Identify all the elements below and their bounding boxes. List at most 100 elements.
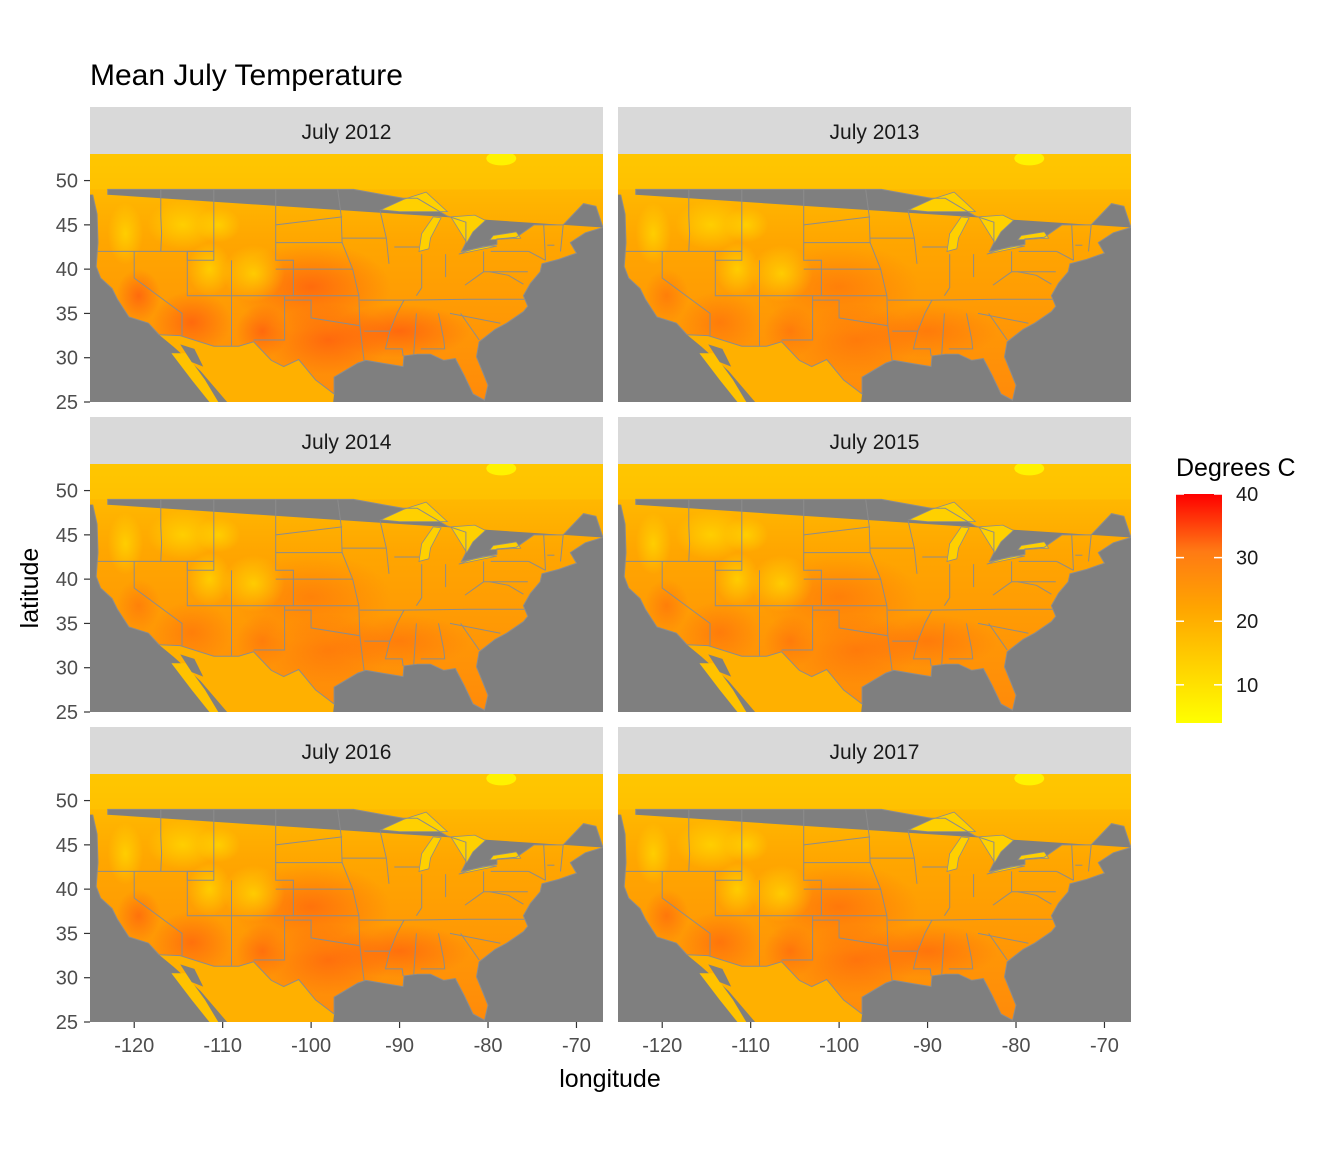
x-tick-label: -70 (1090, 1035, 1119, 1057)
legend-ticks: 10 20 30 40 (1176, 484, 1258, 697)
state-border (907, 210, 918, 264)
facet-strip-label: July 2015 (830, 431, 920, 454)
state-border (449, 622, 501, 634)
state-border (781, 915, 814, 961)
hudson-bay-cool-area (486, 774, 517, 786)
x-tick-label: -100 (291, 1035, 331, 1057)
hudson-bay-cool-area (1014, 154, 1045, 166)
state-border (253, 295, 286, 341)
country-outline (620, 498, 1131, 711)
state-border (907, 520, 918, 574)
legend-tick-label: 20 (1236, 611, 1258, 633)
state-border (384, 919, 405, 976)
state-border (449, 932, 501, 944)
state-border (275, 216, 343, 226)
state-border (912, 609, 933, 666)
state-border (420, 623, 446, 660)
state-border (543, 534, 546, 571)
state-border (803, 836, 871, 846)
state-border (449, 312, 501, 324)
state-border (275, 836, 343, 846)
y-tick-label: 50 (56, 171, 78, 193)
state-border (1018, 870, 1074, 881)
y-tick-label: 35 (56, 303, 78, 325)
state-border (812, 919, 888, 947)
state-border (781, 295, 814, 341)
x-tick-label: -90 (913, 1035, 942, 1057)
x-tick-label: -100 (819, 1035, 859, 1057)
state-border (413, 313, 417, 356)
state-border (460, 623, 480, 651)
state-border (359, 918, 525, 921)
state-border (160, 809, 163, 872)
facet-strip (618, 417, 1131, 464)
x-tick-label: -120 (114, 1035, 154, 1057)
state-border (992, 271, 1012, 286)
y-tick-label: 35 (56, 923, 78, 945)
state-border (941, 623, 945, 666)
y-axis-title: latitude (16, 548, 44, 629)
state-border (560, 534, 564, 562)
state-border (337, 189, 365, 362)
state-border (943, 564, 951, 606)
state-border (943, 254, 951, 296)
state-border (464, 581, 484, 596)
state-border (1088, 844, 1092, 872)
state-border (420, 933, 446, 970)
state-border (133, 871, 183, 956)
facet-panel: July 2012 (90, 107, 603, 402)
state-border (379, 830, 390, 884)
state-border (1017, 581, 1052, 595)
y-tick-label: 50 (56, 791, 78, 813)
state-border (1018, 250, 1074, 261)
legend-colorbar (1176, 494, 1222, 723)
facet-panel: July 2013 (618, 107, 1131, 402)
state-border (988, 623, 1008, 651)
state-border (464, 271, 484, 286)
y-tick-label: 45 (56, 525, 78, 547)
state-border (413, 623, 417, 666)
facet-strip (90, 107, 603, 154)
x-tick-label: -90 (385, 1035, 414, 1057)
state-border (359, 298, 525, 301)
x-axis-title: longitude (559, 1065, 660, 1093)
state-border (490, 870, 546, 881)
state-border (988, 313, 1008, 341)
state-border (275, 526, 343, 536)
y-axis-ticks: 25 30 35 40 45 50 25 30 35 40 45 50 25 30 35 40 45 50 (56, 171, 90, 1034)
y-tick-label: 50 (56, 481, 78, 503)
y-tick-label: 30 (56, 658, 78, 680)
state-border (284, 609, 360, 637)
state-border (337, 809, 365, 982)
facet-strip-label: July 2014 (302, 431, 392, 454)
state-border (560, 224, 564, 252)
facet-panel: July 2016 (90, 727, 603, 1022)
facet-strip-label: July 2017 (830, 741, 920, 764)
state-border (943, 874, 951, 916)
legend-tick-label: 30 (1236, 548, 1258, 570)
state-border (812, 609, 888, 637)
state-border (160, 499, 163, 562)
country-outline (92, 188, 603, 401)
state-border (1017, 891, 1052, 905)
state-border (688, 189, 691, 252)
state-border (887, 608, 1053, 611)
hudson-bay-cool-area (486, 154, 517, 166)
country-outline (620, 188, 1131, 401)
state-border (413, 933, 417, 976)
y-tick-label: 40 (56, 879, 78, 901)
y-tick-label: 40 (56, 259, 78, 281)
state-border (543, 224, 546, 261)
state-border (941, 933, 945, 976)
x-tick-label: -80 (474, 1035, 503, 1057)
state-border (460, 313, 480, 341)
state-border (992, 891, 1012, 906)
state-border (948, 313, 974, 350)
y-tick-label: 25 (56, 1012, 78, 1034)
state-border (384, 299, 405, 356)
facet-strip (90, 727, 603, 774)
state-border (977, 312, 1029, 324)
state-border (490, 560, 546, 571)
state-border (1088, 534, 1092, 562)
